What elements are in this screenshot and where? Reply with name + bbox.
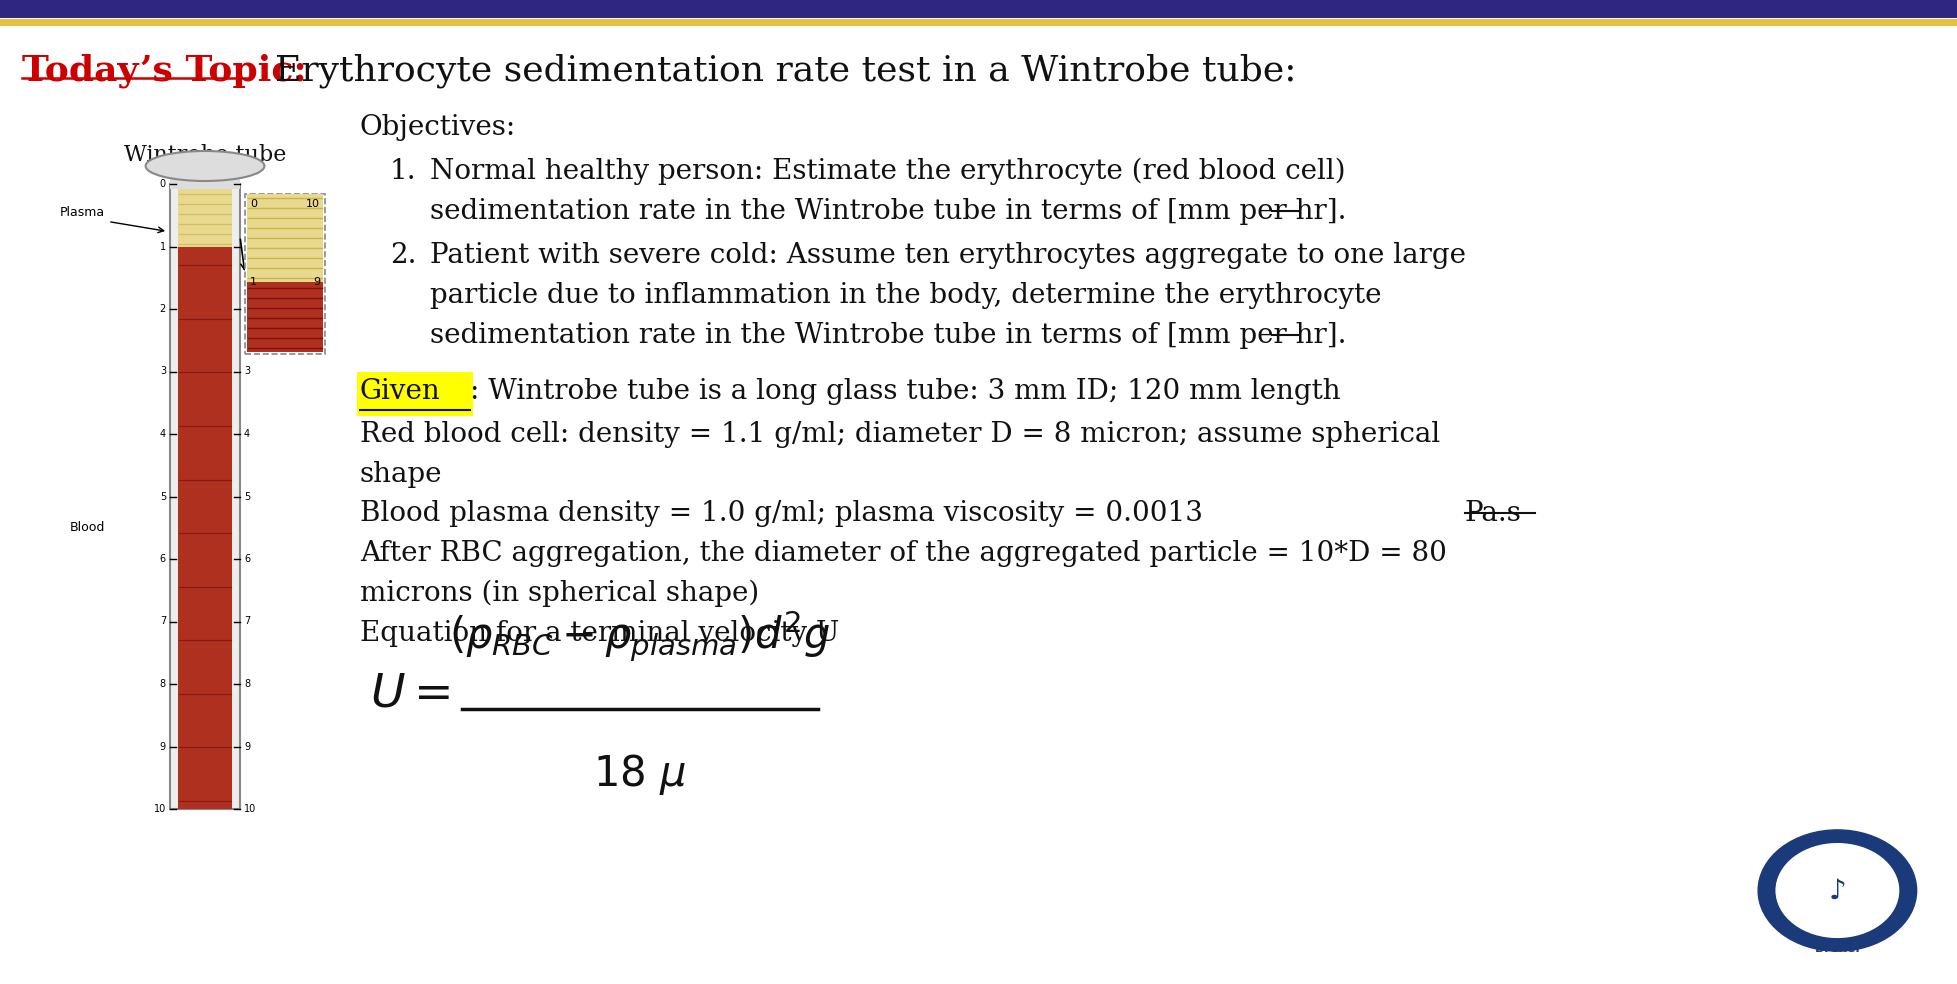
FancyBboxPatch shape [356,372,474,416]
Text: $\mathit{U} =$: $\mathit{U} =$ [370,671,450,716]
Text: 1: 1 [160,241,166,252]
Text: 6: 6 [160,554,166,564]
Text: sedimentation rate in the Wintrobe tube in terms of [mm per hr].: sedimentation rate in the Wintrobe tube … [431,322,1346,349]
Text: 2: 2 [160,304,166,314]
Bar [170,161,241,189]
Text: 5: 5 [160,491,166,502]
Text: 9: 9 [313,277,319,287]
Text: Red blood cell: density = 1.1 g/ml; diameter D = 8 micron; assume spherical: Red blood cell: density = 1.1 g/ml; diam… [360,421,1440,448]
Text: Plasma: Plasma [61,206,106,218]
Text: 9: 9 [245,742,250,752]
Text: Wintrobe tube: Wintrobe tube [123,144,286,166]
Bar [0,19,1957,26]
Text: $(\rho_{RBC} - \rho_{plasma})d^2g$: $(\rho_{RBC} - \rho_{plasma})d^2g$ [448,609,830,664]
Text: 5: 5 [245,491,250,502]
Text: microns (in spherical shape): microns (in spherical shape) [360,580,759,607]
Text: Normal healthy person: Estimate the erythrocyte (red blood cell): Normal healthy person: Estimate the eryt… [431,158,1344,185]
Text: 8: 8 [160,679,166,689]
Text: ♪: ♪ [1828,877,1845,904]
Bar [247,194,323,282]
Text: Drexel: Drexel [1814,943,1859,955]
Text: 2: 2 [245,304,250,314]
Text: 0: 0 [160,179,166,189]
Text: After RBC aggregation, the diameter of the aggregated particle = 10*D = 80: After RBC aggregation, the diameter of t… [360,540,1446,567]
Bar [178,184,231,247]
Text: Today’s Topic:: Today’s Topic: [22,54,307,89]
Text: 10: 10 [155,804,166,814]
Text: 8: 8 [245,679,250,689]
Bar [178,247,231,809]
Text: 7: 7 [160,617,166,627]
Text: Pa.s: Pa.s [1464,500,1521,527]
Text: 3: 3 [245,366,250,377]
Text: 9: 9 [160,742,166,752]
Text: particle due to inflammation in the body, determine the erythrocyte: particle due to inflammation in the body… [431,282,1382,309]
Text: Blood: Blood [70,522,106,534]
Text: Given: Given [360,378,440,405]
Circle shape [1775,843,1898,938]
Text: 1.: 1. [389,158,417,185]
Circle shape [1757,830,1916,952]
Text: Erythrocyte sedimentation rate test in a Wintrobe tube:: Erythrocyte sedimentation rate test in a… [252,54,1296,89]
Bar [0,0,1957,18]
Text: 1: 1 [250,277,256,287]
Text: 0: 0 [250,199,256,209]
Bar [247,282,323,352]
Text: Patient with severe cold: Assume ten erythrocytes aggregate to one large: Patient with severe cold: Assume ten ery… [431,242,1466,269]
Bar [245,194,325,354]
Text: 1: 1 [245,241,250,252]
Text: Equation for a terminal velocity U: Equation for a terminal velocity U [360,620,840,647]
Text: 10: 10 [305,199,319,209]
Text: 7: 7 [245,617,250,627]
Text: $18\ \mu$: $18\ \mu$ [593,752,687,797]
Text: 6: 6 [245,554,250,564]
Text: 4: 4 [160,429,166,439]
Text: 2.: 2. [389,242,417,269]
Text: shape: shape [360,461,442,488]
Text: Blood plasma density = 1.0 g/ml; plasma viscosity = 0.0013: Blood plasma density = 1.0 g/ml; plasma … [360,500,1211,527]
Text: 4: 4 [245,429,250,439]
Text: 3: 3 [160,366,166,377]
Bar [170,184,241,809]
Ellipse shape [145,151,264,181]
Text: sedimentation rate in the Wintrobe tube in terms of [mm per hr].: sedimentation rate in the Wintrobe tube … [431,198,1346,225]
Text: : Wintrobe tube is a long glass tube: 3 mm ID; 120 mm length: : Wintrobe tube is a long glass tube: 3 … [470,378,1341,405]
Text: Objectives:: Objectives: [360,114,517,141]
Text: 10: 10 [245,804,256,814]
